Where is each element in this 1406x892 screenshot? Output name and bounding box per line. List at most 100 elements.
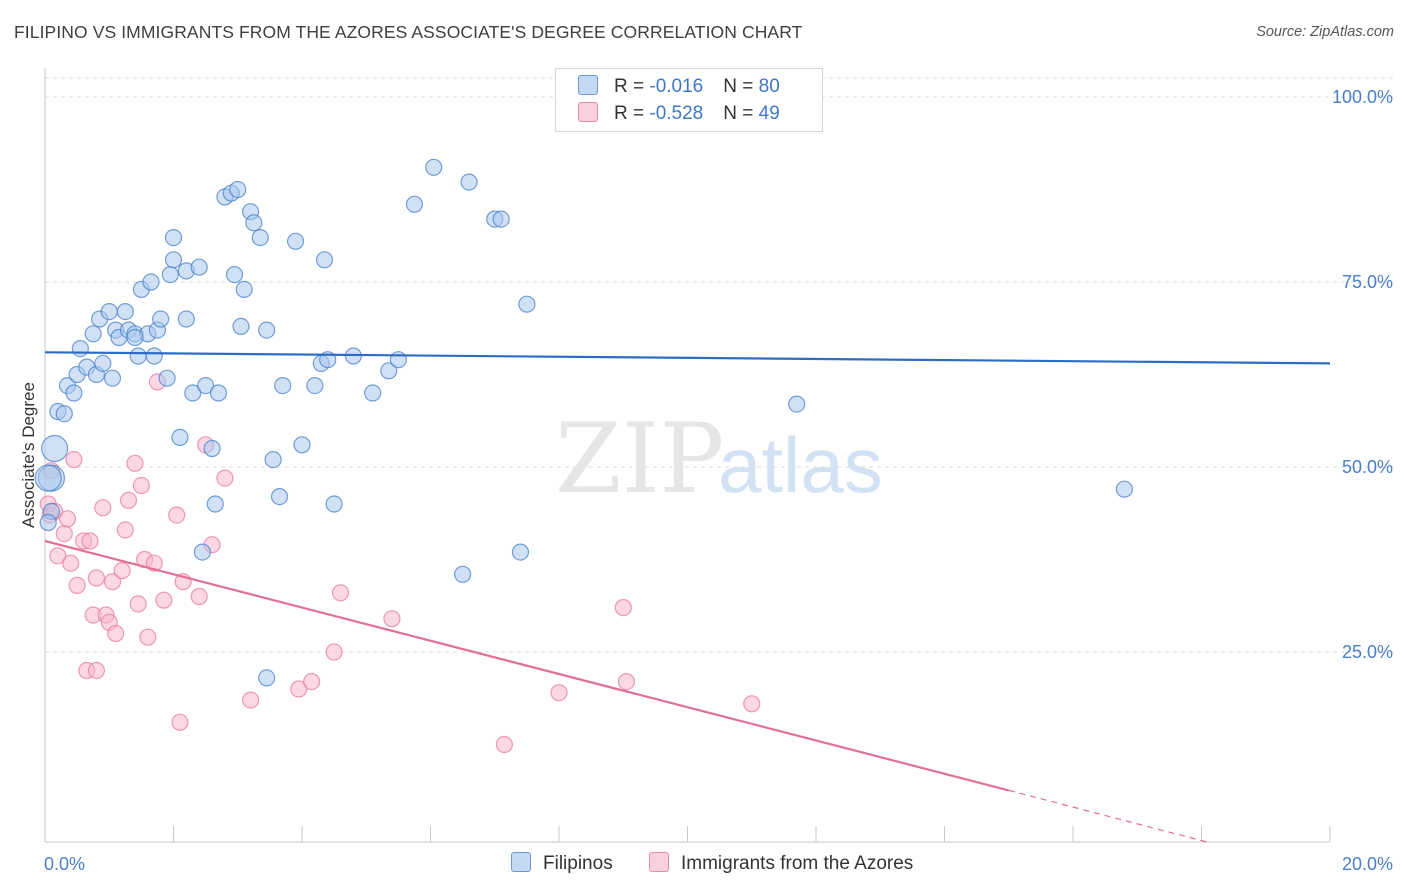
filipinos-point (116, 303, 134, 321)
filipinos-point (145, 347, 163, 365)
azores-point (139, 628, 157, 646)
filipinos-point (389, 351, 407, 369)
legend-swatch-azores (578, 102, 598, 122)
filipinos-point (190, 258, 208, 276)
watermark-zip: ZIP (555, 403, 724, 515)
source-credit: Source: ZipAtlas.com (1256, 24, 1394, 40)
filipinos-point (203, 439, 221, 458)
legend-swatch-filipinos-bottom (511, 852, 531, 872)
azores-point (495, 735, 513, 754)
x-tick-label: 20.0% (1342, 854, 1393, 874)
filipinos-point (235, 280, 253, 298)
watermark: ZIP atlas (555, 403, 883, 515)
filipinos-point (142, 273, 160, 291)
filipinos-point (34, 464, 62, 492)
filipinos-point (258, 669, 276, 687)
x-tick-labels: 0.0% 20.0% (44, 854, 1393, 874)
y-tick-label: 25.0% (1342, 642, 1393, 662)
azores-point (614, 598, 632, 617)
azores-point (242, 691, 260, 709)
filipinos-point (325, 495, 343, 513)
r-value-filipinos: -0.016 (649, 76, 704, 97)
filipinos-point (315, 251, 334, 269)
stats-legend: R = -0.016 N = 80 R = -0.528 N = 49 (555, 68, 823, 132)
filipinos-point (193, 543, 212, 561)
y-tick-labels: 25.0% 50.0% 75.0% 100.0% (1332, 87, 1393, 662)
azores-point (383, 610, 401, 628)
filipinos-point (206, 495, 224, 513)
azores-point (65, 451, 83, 469)
y-tick-label: 50.0% (1342, 457, 1393, 477)
filipinos-point (41, 434, 69, 463)
azores-point (103, 573, 122, 591)
filipinos-point (258, 321, 276, 339)
filipinos-point (103, 369, 122, 387)
azores-point (81, 532, 99, 550)
azores-point (129, 595, 147, 613)
filipinos-point (158, 369, 176, 387)
filipinos-point (65, 384, 83, 402)
azores-point (94, 499, 112, 517)
azores-point (171, 713, 189, 731)
legend-item-azores: Immigrants from the Azores (649, 852, 913, 875)
filipinos-point (71, 340, 89, 358)
trend-lines (44, 351, 1331, 843)
filipinos-point (245, 214, 263, 232)
filipinos-point (229, 180, 247, 199)
azores-point (190, 587, 208, 606)
filipinos-point (286, 232, 305, 250)
azores-point (87, 661, 106, 680)
filipinos-point (274, 377, 292, 395)
azores-point (62, 554, 80, 572)
filipinos-point (55, 405, 73, 423)
filipinos-point (126, 328, 144, 347)
azores-point (87, 569, 106, 587)
azores-point (68, 576, 86, 595)
azores-point (113, 561, 131, 580)
azores-point (325, 643, 343, 661)
y-tick-label: 100.0% (1332, 87, 1393, 107)
filipinos-point (129, 347, 147, 365)
azores-point (216, 469, 234, 487)
azores-point (290, 680, 308, 698)
azores-trend-extension (1008, 789, 1208, 843)
n-value-azores: 49 (758, 103, 780, 124)
filipinos-trend-line (44, 351, 1331, 365)
filipinos-point (225, 266, 244, 284)
filipinos-point (293, 436, 311, 454)
filipinos-point (100, 303, 118, 321)
filipinos-point (364, 384, 382, 402)
filipinos-point (251, 229, 269, 247)
filipinos-point (177, 310, 195, 328)
azores-point (107, 624, 125, 643)
azores-point (58, 510, 77, 528)
filipinos-point (405, 195, 424, 213)
filipinos-point (197, 377, 215, 395)
filipinos-point (164, 251, 183, 269)
legend-swatch-filipinos (578, 75, 598, 95)
filipinos-point (454, 565, 472, 583)
filipinos-point (171, 428, 189, 446)
filipinos-point (492, 210, 510, 228)
filipinos-point (511, 543, 530, 561)
azores-point (126, 454, 144, 472)
chart-title: FILIPINO VS IMMIGRANTS FROM THE AZORES A… (14, 22, 803, 42)
filipinos-point (306, 377, 324, 395)
filipinos-point (184, 384, 202, 402)
filipinos-point (1115, 480, 1134, 498)
filipinos-point (264, 451, 282, 469)
azores-point (617, 672, 636, 691)
azores-point (331, 584, 350, 602)
r-value-azores: -0.528 (649, 103, 704, 124)
legend-row-azores: R = -0.528 N = 49 (578, 102, 780, 126)
azores-point (49, 547, 67, 565)
series-filipinos-points (34, 158, 1134, 687)
azores-point (168, 506, 186, 524)
azores-point (132, 476, 150, 495)
filipinos-point (152, 310, 170, 328)
legend-swatch-azores-bottom (649, 852, 669, 872)
azores-point (155, 591, 173, 609)
filipinos-point (84, 325, 102, 343)
azores-point (116, 521, 134, 539)
filipinos-point (788, 395, 806, 413)
